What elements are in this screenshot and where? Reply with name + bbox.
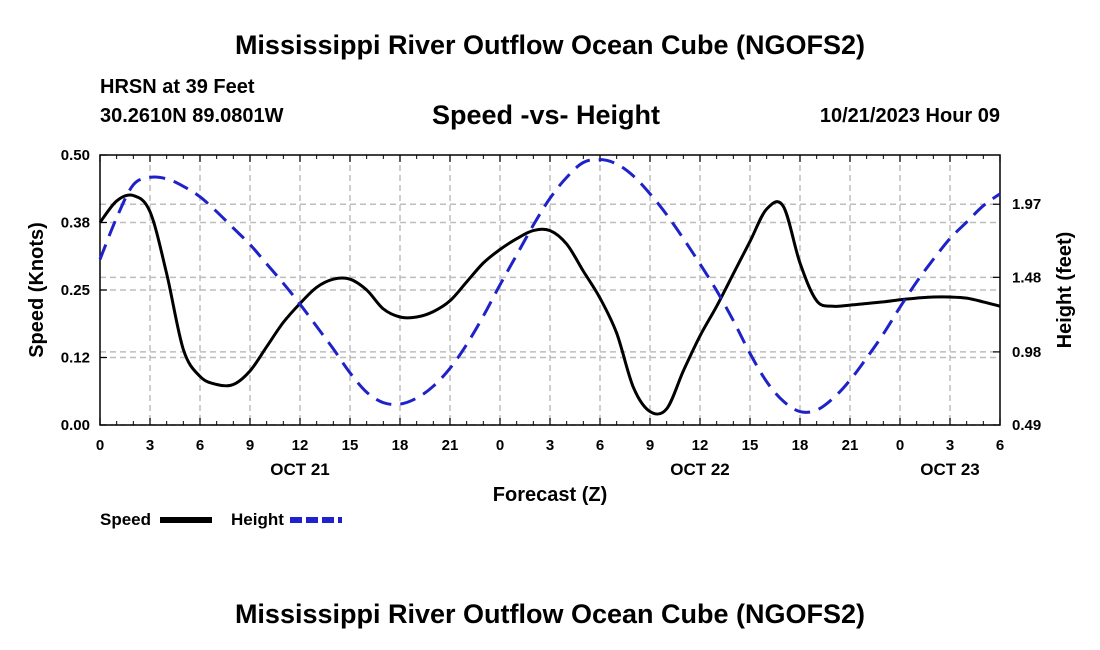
x-tick-label: 3 xyxy=(546,437,554,454)
chart-subtitle: Speed -vs- Height xyxy=(432,100,661,130)
chart-title: Mississippi River Outflow Ocean Cube (NG… xyxy=(234,30,866,60)
x-tick-label: 21 xyxy=(842,437,859,454)
x-tick-label: 9 xyxy=(646,437,654,454)
x-tick-label: 15 xyxy=(342,437,359,454)
y2-tick-label: 1.48 xyxy=(1012,269,1041,286)
x-tick-label: 0 xyxy=(96,437,104,454)
speed-height-chart: 0 3 6 9 12 15 18 21 0 3 6 9 12 15 18 21 0 3 6 OCT 21 OCT 22 O… xyxy=(26,147,1076,529)
y-tick-label: 0.12 xyxy=(61,350,90,367)
y-tick-label: 0.38 xyxy=(61,215,90,232)
x-tick-label: 9 xyxy=(246,437,254,454)
y2-tick-label: 0.98 xyxy=(1012,344,1041,361)
x-tick-label: 18 xyxy=(792,437,809,454)
y-tick-label: 0.00 xyxy=(61,417,90,434)
x-axis-title: Forecast (Z) xyxy=(493,484,607,506)
x-tick-label: 15 xyxy=(742,437,759,454)
x-tick-label: 12 xyxy=(692,437,709,454)
x-date-label: OCT 23 xyxy=(920,460,980,479)
y-axis-title: Speed (Knots) xyxy=(26,222,48,358)
x-tick-label: 6 xyxy=(996,437,1004,454)
legend-label-height: Height xyxy=(231,510,284,529)
legend-label-speed: Speed xyxy=(100,510,151,529)
y2-tick-label: 0.49 xyxy=(1012,417,1041,434)
x-tick-label: 21 xyxy=(442,437,459,454)
footer-title: Mississippi River Outflow Ocean Cube (NG… xyxy=(234,599,866,629)
x-tick-label: 18 xyxy=(392,437,409,454)
y-tick-label: 0.25 xyxy=(61,282,90,299)
y-tick-label: 0.50 xyxy=(61,147,90,164)
x-date-label: OCT 21 xyxy=(270,460,330,479)
x-tick-label: 3 xyxy=(146,437,154,454)
forecast-datetime: 10/21/2023 Hour 09 xyxy=(819,105,1000,127)
x-tick-label: 0 xyxy=(496,437,504,454)
height-series-line xyxy=(98,157,1001,414)
x-date-label: OCT 22 xyxy=(670,460,730,479)
x-tick-label: 0 xyxy=(896,437,904,454)
x-tick-label: 6 xyxy=(596,437,604,454)
y2-tick-label: 1.97 xyxy=(1012,196,1041,213)
y2-axis-title: Height (feet) xyxy=(1054,232,1076,349)
station-coordinates: 30.2610N 89.0801W xyxy=(100,105,284,127)
speed-series-line xyxy=(98,193,1001,416)
x-tick-label: 3 xyxy=(946,437,954,454)
x-tick-label: 6 xyxy=(196,437,204,454)
station-label: HRSN at 39 Feet xyxy=(100,76,255,98)
x-tick-label: 12 xyxy=(292,437,309,454)
